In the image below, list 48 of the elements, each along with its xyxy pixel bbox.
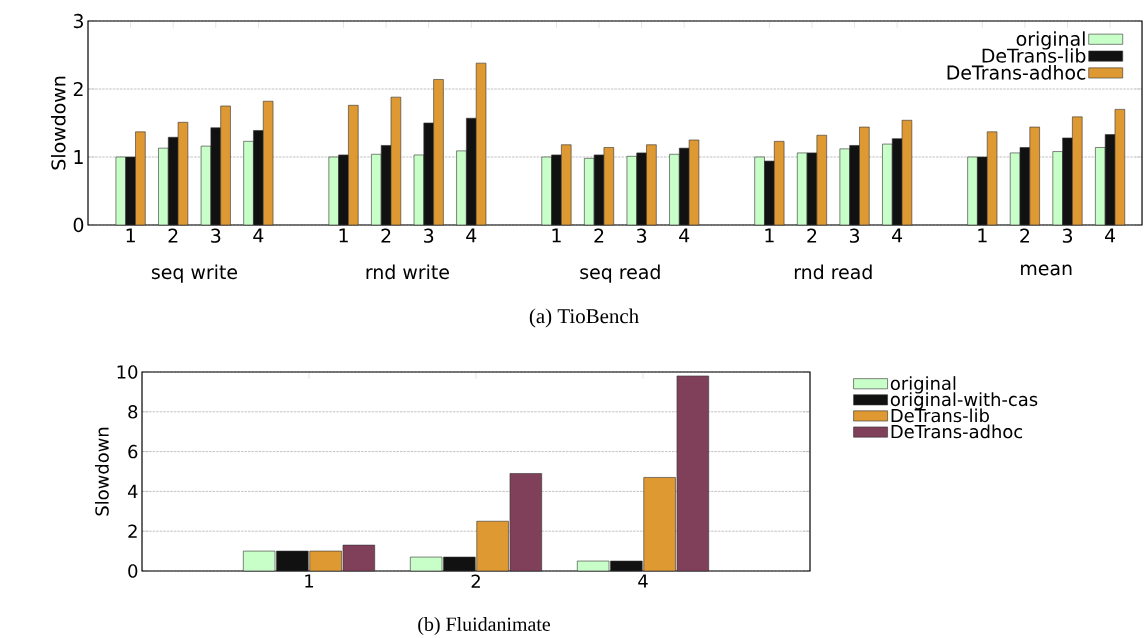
x-tick-label: 2 [807,228,817,243]
x-tick-label: 1 [978,228,987,243]
y-tick-label: 1 [74,149,83,164]
x-tick-label: 4 [1104,228,1116,243]
text: (a) TioBench [529,308,639,328]
x-tick-label: 4 [679,228,690,243]
x-tick-label: 3 [1062,228,1072,243]
y-axis-title: Slowdown [50,76,66,170]
y-tick-label: 2 [128,524,137,538]
text: mean [1021,264,1072,276]
x-tick-label: 1 [339,228,348,243]
y-tick-label: 4 [127,484,138,498]
x-tick-label: 1 [765,228,774,243]
x-tick-label: 4 [638,574,648,588]
text: seq read [580,264,660,283]
x-tick-label: 2 [381,228,391,243]
y-tick-label: 6 [128,444,138,459]
legend-label: DeTrans-adhoc [947,64,1086,80]
x-tick-label: 3 [849,228,860,243]
legend-label: DeTrans-adhoc [891,424,1023,439]
legend-label: original-with-cas [890,392,1038,410]
x-tick-label: 1 [305,574,314,588]
text: (b) Fluidanimate [418,616,551,635]
y-tick-label: 8 [128,404,138,419]
y-tick-label: 3 [73,13,83,28]
x-tick-label: 4 [466,228,477,243]
x-tick-label: 3 [211,228,221,243]
legend-label: original [890,376,956,394]
y-axis-title: Slowdown [94,427,109,516]
x-tick-label: 1 [552,228,561,243]
y-tick-label: 0 [128,564,138,578]
y-tick-label: 0 [73,217,84,232]
y-tick-label: 2 [73,81,83,96]
legend-label: DeTrans-lib [891,408,989,423]
x-tick-label: 3 [424,228,434,243]
x-tick-label: 2 [594,228,604,243]
y-tick-label: 10 [117,365,138,379]
text: rnd read [794,264,872,279]
x-tick-label: 4 [253,228,264,243]
legend-label: original [1016,31,1085,50]
text: seq write [151,264,238,283]
x-tick-label: 2 [471,574,480,588]
text: rnd write [366,264,449,279]
x-tick-label: 4 [892,228,903,243]
x-tick-label: 3 [637,228,647,243]
legend-label: DeTrans-lib [982,47,1086,63]
x-tick-label: 2 [1020,228,1030,243]
x-tick-label: 2 [168,228,178,243]
